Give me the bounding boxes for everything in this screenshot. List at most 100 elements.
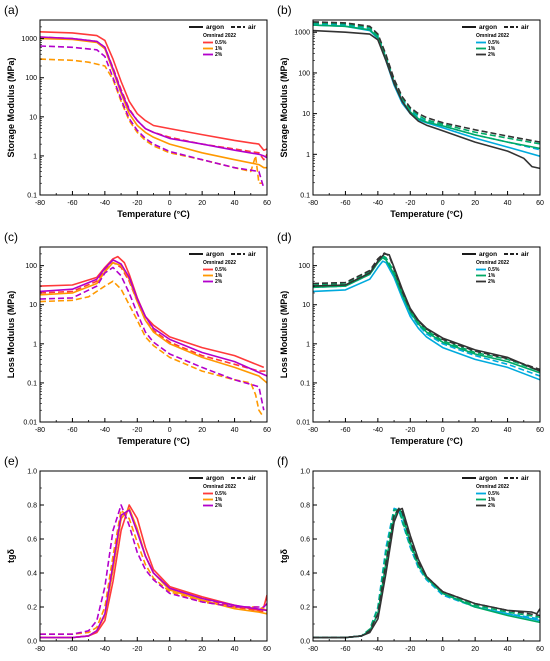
x-tick-label: -60: [67, 200, 77, 207]
legend-argon-label: argon: [479, 24, 497, 31]
series-group: [40, 255, 267, 416]
x-axis-label: Temperature (°C): [117, 436, 189, 446]
plot-frame: [39, 470, 268, 642]
legend-group-title: Omnirad 2022: [203, 260, 236, 266]
x-tick-label: 20: [471, 200, 479, 207]
legend-argon-label: argon: [479, 475, 497, 482]
series-line-05pct-air: [313, 23, 540, 151]
panel-label: (f): [277, 454, 288, 468]
legend-series-label: 2%: [488, 52, 496, 58]
legend-air-label: air: [521, 475, 529, 482]
y-tick-label: 0.8: [27, 503, 37, 510]
y-tick-label: 10: [302, 111, 310, 118]
x-tick-label: 20: [198, 200, 206, 207]
series-line-1pct-argon: [313, 24, 540, 150]
series-line-05pct-argon: [40, 255, 265, 369]
x-tick-label: -40: [100, 427, 110, 434]
x-tick-label: -20: [132, 200, 142, 207]
x-axis-label: Temperature (°C): [390, 436, 462, 446]
x-tick-label: 60: [536, 200, 544, 207]
x-tick-label: 0: [441, 200, 445, 207]
legend-series-label: 2%: [488, 503, 496, 509]
y-axis-label: tgδ: [279, 548, 289, 562]
series-line-2pct-argon: [313, 253, 540, 372]
x-tick-label: 0: [441, 646, 445, 653]
y-tick-label: 0.8: [300, 503, 310, 510]
legend-series-label: 2%: [215, 503, 223, 509]
x-tick-label: 40: [504, 646, 512, 653]
panel-label: (c): [4, 230, 18, 244]
y-tick-label: 100: [298, 70, 310, 77]
x-tick-label: -60: [67, 646, 77, 653]
x-tick-label: -20: [405, 200, 415, 207]
y-tick-label: 1: [306, 152, 310, 159]
x-tick-label: 0: [168, 646, 172, 653]
x-tick-label: -60: [340, 427, 350, 434]
series-line-05pct-argon: [313, 260, 540, 381]
series-line-2pct-air: [40, 504, 267, 636]
legend-series-label: 0.5%: [488, 267, 500, 273]
chart-panel-3: -80 -60 -40 -20 0 20 40 60 0.01 0.1 1 10 100 (c) Tempe…: [4, 230, 271, 446]
legend-air-label: air: [521, 251, 529, 258]
y-tick-label: 1.0: [27, 469, 37, 476]
series-group: [40, 31, 267, 189]
legend-air-label: air: [248, 475, 256, 482]
x-tick-label: -80: [35, 200, 45, 207]
y-tick-label: 0.2: [300, 605, 310, 612]
legend-series-label: 2%: [215, 279, 223, 285]
y-tick-label: 10: [29, 302, 37, 309]
legend-argon-label: argon: [206, 24, 224, 31]
series-line-2pct-air: [40, 266, 265, 411]
legend-group-title: Omnirad 2022: [476, 484, 509, 490]
y-tick-label: 0.01: [23, 420, 37, 427]
legend-series-label: 0.5%: [488, 491, 500, 497]
y-tick-label: 0.4: [300, 571, 310, 578]
x-tick-label: 40: [231, 646, 239, 653]
series-line-05pct-argon: [40, 31, 267, 151]
panel-label: (a): [4, 3, 19, 17]
y-tick-label: 1000: [21, 36, 37, 43]
x-tick-label: 60: [263, 646, 271, 653]
series-line-1pct-air: [40, 58, 263, 184]
x-tick-label: 40: [231, 200, 239, 207]
x-tick-label: 20: [198, 646, 206, 653]
legend-group-title: Omnirad 2022: [203, 33, 236, 39]
x-tick-label: -40: [373, 200, 383, 207]
legend-air-label: air: [521, 24, 529, 31]
chart-panel-5: -80 -60 -40 -20 0 20 40 60 0.0 0.2 0.4 0.6 0.8 1.0 (e)…: [4, 454, 271, 653]
legend-group-title: Omnirad 2022: [476, 260, 509, 266]
y-tick-label: 100: [298, 263, 310, 270]
y-tick-label: 10: [29, 114, 37, 121]
series-line-2pct-air: [313, 252, 540, 371]
plot-frame: [312, 19, 541, 196]
x-tick-label: 40: [504, 427, 512, 434]
legend-argon-label: argon: [206, 475, 224, 482]
series-line-2pct-argon: [40, 36, 267, 159]
y-axis-label: tgδ: [6, 548, 16, 562]
y-tick-label: 0.4: [27, 571, 37, 578]
y-tick-label: 0.1: [27, 380, 37, 387]
y-tick-label: 1000: [294, 30, 310, 37]
x-tick-label: -40: [100, 646, 110, 653]
x-tick-label: 60: [536, 646, 544, 653]
series-line-2pct-argon: [313, 507, 540, 639]
x-tick-label: 0: [168, 427, 172, 434]
y-tick-label: 1: [306, 341, 310, 348]
x-tick-label: -20: [405, 427, 415, 434]
x-tick-label: -40: [100, 200, 110, 207]
y-tick-label: 1.0: [300, 469, 310, 476]
series-line-2pct-air: [40, 45, 265, 189]
series-group: [313, 507, 540, 639]
y-tick-label: 0.2: [27, 605, 37, 612]
series-line-05pct-argon: [313, 24, 540, 157]
x-tick-label: 60: [536, 427, 544, 434]
panel-label: (d): [277, 230, 292, 244]
series-line-1pct-air: [40, 280, 263, 416]
legend-series-label: 2%: [488, 279, 496, 285]
y-tick-label: 100: [25, 263, 37, 270]
series-line-2pct-air: [313, 507, 540, 639]
